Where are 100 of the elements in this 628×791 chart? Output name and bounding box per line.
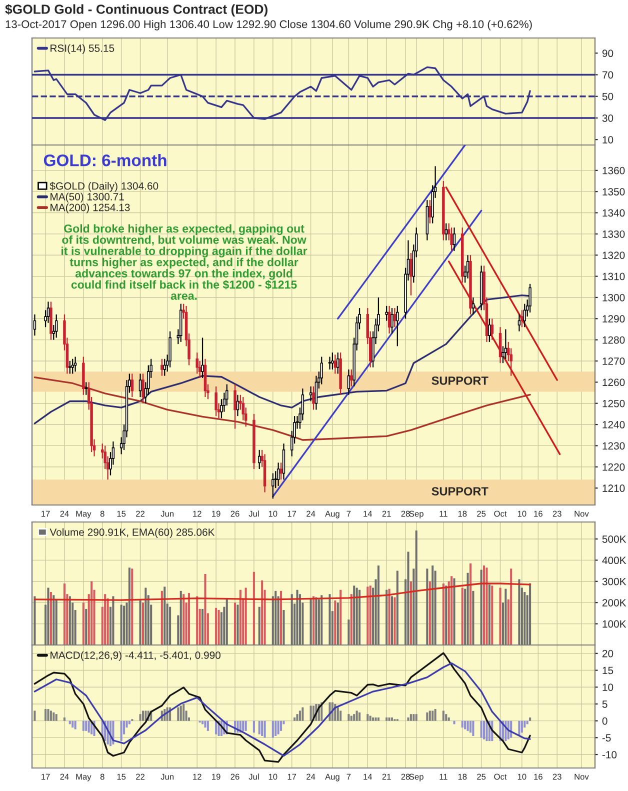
bar (274, 720, 277, 736)
bar (491, 586, 494, 645)
candlestick (160, 358, 164, 376)
x-tick-label: 18 (458, 510, 467, 517)
y-tick-label: 1330 (602, 230, 625, 238)
x-tick-label: 22 (136, 774, 144, 780)
y-tick-label: 0 (602, 717, 608, 725)
bar (82, 602, 84, 645)
candlestick (518, 314, 521, 332)
candlestick (309, 386, 312, 402)
x-tick-label: 8 (100, 774, 104, 780)
bar (182, 594, 185, 645)
x-tick-label: 22 (136, 510, 144, 517)
candlestick (234, 384, 236, 430)
candlestick (347, 368, 350, 396)
y-tick-label: 1230 (602, 442, 625, 450)
candlestick (214, 386, 218, 417)
bar (350, 716, 352, 721)
candlestick (201, 337, 204, 378)
bar (480, 720, 482, 738)
x-tick-label: 16 (534, 774, 542, 780)
candlestick (320, 356, 323, 385)
candlestick (334, 354, 337, 374)
bar (412, 714, 415, 721)
bar (131, 568, 134, 645)
bar (358, 712, 361, 721)
bar (272, 720, 274, 738)
candlestick (314, 375, 318, 410)
bar (428, 581, 431, 645)
bar (139, 714, 142, 721)
bar (277, 720, 280, 734)
bar (177, 707, 180, 721)
bar (160, 590, 163, 645)
candlestick (523, 303, 526, 328)
legend-label: Volume 290.91K, EMA(60) 285.06K (50, 528, 215, 538)
legend-label: MA(200) 1254.13 (50, 204, 130, 214)
chart-title: $GOLD Gold - Continuous Contract (EOD) (5, 4, 268, 17)
bar (448, 717, 450, 721)
x-tick-label: 7 (346, 510, 351, 517)
candlestick (130, 373, 134, 398)
bar (415, 714, 418, 721)
band-label: SUPPORT (432, 376, 488, 385)
y-tick-label: 1300 (602, 294, 625, 302)
y-tick-label: 1360 (602, 166, 625, 174)
x-tick-label: Oct (494, 510, 507, 517)
bar (63, 584, 66, 645)
bar (106, 598, 109, 645)
bar (204, 720, 206, 728)
bar (142, 710, 144, 721)
bar (369, 716, 372, 721)
bar (204, 574, 206, 645)
x-tick-label: 23 (552, 774, 562, 780)
x-tick-label: 18 (458, 774, 467, 780)
bar (85, 720, 88, 731)
x-tick-label: Nov (574, 774, 589, 780)
annotation: GOLD: 6-month (44, 154, 166, 166)
x-tick-label: 14 (364, 774, 372, 780)
x-tick-label: 26 (230, 510, 240, 517)
y-tick-label: 1350 (602, 188, 625, 196)
bar (261, 720, 264, 736)
candlestick (396, 305, 399, 347)
y-tick-label: 1210 (602, 484, 625, 492)
candlestick (258, 449, 261, 470)
candlestick (196, 352, 198, 374)
bar (144, 710, 147, 721)
bar (469, 720, 472, 733)
y-tick-label: 10 (602, 136, 614, 144)
y-tick-label: 1240 (602, 421, 625, 428)
y-tick-label: 200K (602, 599, 626, 606)
y-tick-label: 100K (602, 620, 626, 628)
bar (206, 720, 209, 731)
y-tick-label: 90 (602, 50, 614, 58)
x-tick-label: 15 (117, 510, 126, 517)
bar (483, 565, 486, 645)
bar (120, 720, 122, 742)
bar (215, 720, 218, 734)
x-tick-label: 10 (518, 510, 526, 517)
bar (55, 714, 58, 721)
bar (52, 712, 55, 721)
x-tick-label: 17 (42, 774, 50, 780)
bar (434, 709, 436, 721)
bar (510, 568, 512, 645)
bar (72, 720, 74, 728)
bar (88, 720, 90, 733)
bar (280, 720, 282, 731)
legend-label: MA(50) 1300.71 (50, 192, 124, 202)
bar (296, 714, 298, 721)
candlestick (54, 314, 58, 338)
x-tick-label: 15 (117, 774, 126, 780)
bar (242, 720, 244, 731)
chart-subtitle: 13-Oct-2017 Open 1296.00 High 1306.40 Low 1292.90 Close 1304.60 Volume 290.9K Chg +8.10 (+0.62%) (6, 20, 532, 30)
bar (180, 706, 182, 721)
candlestick (390, 308, 394, 334)
x-tick-label: Jun (160, 774, 174, 780)
bar (258, 720, 260, 734)
x-tick-label: 10 (518, 774, 526, 780)
bar (264, 720, 266, 738)
y-tick-label: 300K (602, 578, 626, 586)
annotation: Gold broke higher as expected, gapping out of its downtrend, but volume was weak. Now it is vulnerable to dropping again if the dollar turns higher as expected, and if the dollar advances towards 97 on the index, gold could find itself back in the $1200 - $1215 area. (62, 224, 308, 300)
x-tick-label: Aug (325, 774, 340, 782)
